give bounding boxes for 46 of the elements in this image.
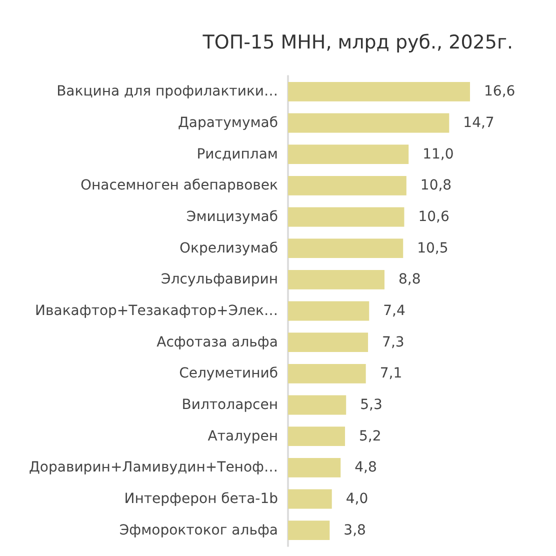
data-label: 3,8 (344, 522, 366, 538)
bar (288, 520, 330, 540)
bar (288, 426, 346, 446)
bar (288, 332, 368, 352)
bar (288, 238, 404, 258)
bar (288, 113, 450, 133)
data-label: 5,2 (359, 428, 382, 444)
data-label: 7,4 (383, 303, 406, 319)
y-tick-label: Элсульфавирин (161, 272, 278, 288)
data-label: 10,5 (417, 240, 448, 256)
y-tick-label: Ивакафтор+Тезакафтор+Элек… (35, 303, 278, 319)
y-tick-label: Эмицизумаб (186, 209, 278, 225)
data-label: 8,8 (398, 272, 421, 288)
data-label: 4,8 (354, 460, 377, 476)
y-tick-label: Даратумумаб (178, 115, 278, 131)
bar (288, 458, 341, 478)
y-tick-label: Доравирин+Ламивудин+Теноф… (28, 460, 278, 476)
bar (288, 270, 384, 290)
y-tick-label: Рисдиплам (196, 146, 278, 162)
y-tick-label: Асфотаза альфа (156, 334, 278, 350)
y-tick-label: Вакцина для профилактики… (56, 84, 278, 100)
bar (288, 144, 409, 164)
bar (288, 489, 332, 509)
chart-title: ТОП-15 МНН, млрд руб., 2025г. (202, 32, 514, 54)
data-label: 16,6 (484, 84, 516, 100)
y-tick-label: Селуметиниб (179, 366, 278, 382)
data-label: 4,0 (346, 491, 368, 507)
data-label: 7,1 (380, 366, 402, 382)
bar (288, 82, 470, 102)
data-label: 5,3 (360, 397, 382, 413)
data-label: 10,6 (418, 209, 450, 225)
bar (288, 364, 366, 384)
bar (288, 207, 404, 227)
bar (288, 301, 370, 321)
data-label: 14,7 (463, 115, 494, 131)
bar (288, 395, 346, 415)
y-tick-label: Интерферон бета-1b (124, 491, 278, 507)
bar (288, 176, 406, 196)
y-tick-label: Аталурен (208, 428, 278, 444)
data-label: 10,8 (420, 178, 452, 194)
y-tick-label: Эфмороктоког альфа (119, 522, 278, 538)
data-label: 7,3 (382, 334, 404, 350)
data-label: 11,0 (422, 146, 454, 162)
y-tick-label: Онасемноген абепарвовек (80, 178, 278, 194)
y-tick-label: Вилтоларсен (182, 397, 278, 413)
y-tick-label: Окрелизумаб (179, 240, 278, 256)
